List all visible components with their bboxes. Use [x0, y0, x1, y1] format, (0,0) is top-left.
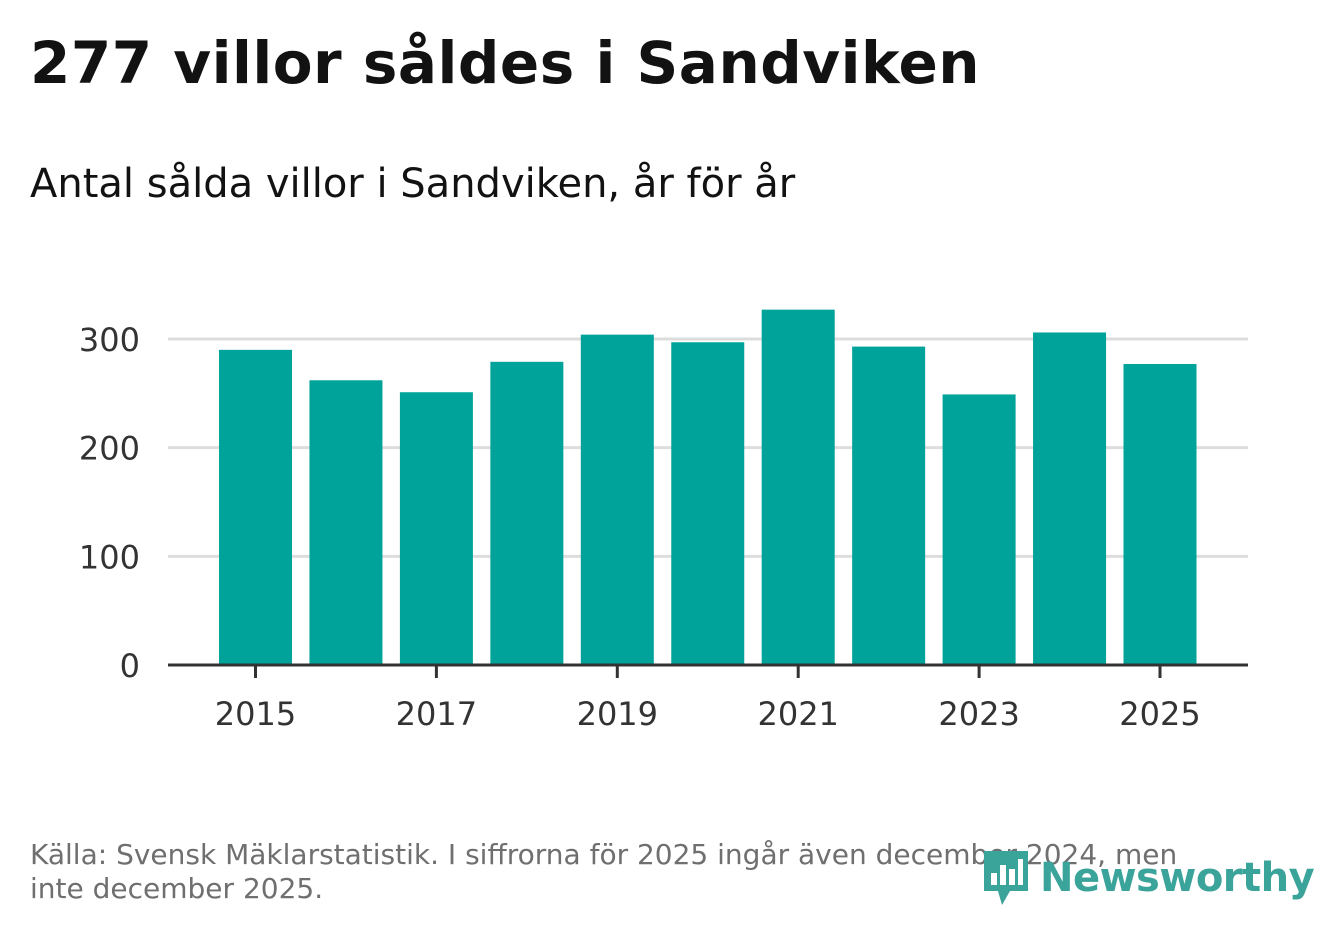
bar-2016 — [309, 380, 383, 665]
bar-2022 — [852, 346, 926, 665]
bar-2025 — [1123, 363, 1197, 665]
chart-subtitle: Antal sålda villor i Sandviken, år för å… — [30, 161, 796, 207]
logo-text: Newsworthy — [1040, 855, 1315, 901]
y-tick-label: 100 — [79, 538, 140, 576]
bar-2020 — [671, 342, 745, 665]
bar-chart: 0 100 200 300 2015 2017 2019 2021 2023 2025 — [79, 309, 1248, 733]
bar-2021 — [761, 309, 835, 665]
chart-title: 277 villor såldes i Sandviken — [30, 29, 981, 97]
axes: 0 100 200 300 2015 2017 2019 2021 2023 2025 — [79, 321, 1248, 733]
x-tick-label: 2017 — [396, 695, 477, 733]
bar-2019 — [580, 334, 654, 665]
y-tick-label: 300 — [79, 321, 140, 359]
bar-2024 — [1033, 332, 1107, 665]
x-tick-label: 2023 — [938, 695, 1019, 733]
bars — [219, 309, 1197, 665]
y-tick-label: 200 — [79, 430, 140, 468]
bar-2017 — [399, 392, 473, 665]
x-tick-label: 2021 — [757, 695, 838, 733]
x-tick-label: 2015 — [215, 695, 296, 733]
newsworthy-logo: Newsworthy — [980, 847, 1315, 909]
x-tick-label: 2025 — [1119, 695, 1200, 733]
bar-2023 — [942, 394, 1016, 665]
y-tick-label: 0 — [120, 647, 140, 685]
bar-2015 — [219, 349, 292, 665]
x-tick-label: 2019 — [577, 695, 658, 733]
newsworthy-bar-chart-icon — [984, 851, 1028, 905]
bar-2018 — [490, 361, 564, 665]
